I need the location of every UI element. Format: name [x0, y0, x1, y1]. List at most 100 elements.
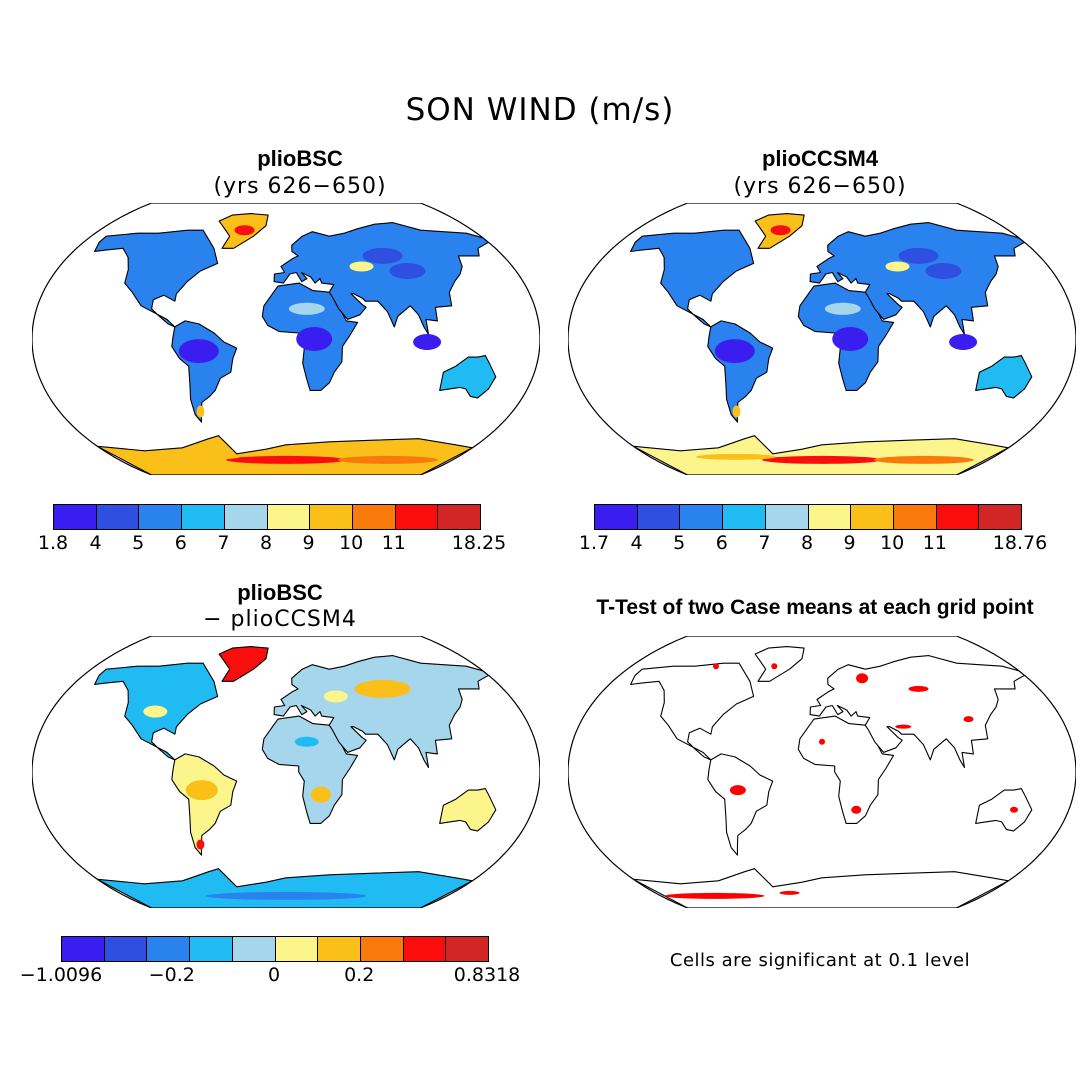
data-patch — [851, 805, 862, 814]
colorbar-cell — [267, 505, 311, 529]
data-patch — [680, 265, 709, 277]
colorbar-cell — [182, 505, 225, 529]
colorbar-cell — [438, 505, 481, 529]
data-patch — [138, 675, 167, 688]
panel3-title: plioBSC — [237, 580, 323, 605]
panel2-subtitle: (yrs 626−650) — [733, 174, 907, 199]
colorbar-tick-label: 18.76 — [992, 532, 1048, 554]
data-patch — [762, 455, 882, 464]
colorbar-cell — [893, 505, 937, 529]
data-patch — [178, 339, 219, 364]
colorbar-cell — [190, 937, 233, 961]
colorbar-tick-label: 8 — [800, 532, 814, 554]
continent-southAmerica — [707, 753, 774, 856]
data-patch — [770, 225, 791, 236]
data-patch — [196, 405, 205, 418]
data-patch — [771, 663, 778, 670]
data-patch — [963, 716, 974, 723]
data-patch — [354, 679, 411, 698]
data-patch — [664, 892, 765, 899]
data-patch — [349, 261, 374, 272]
colorbar-tick-label: 7 — [217, 532, 230, 554]
data-patch — [988, 369, 1013, 384]
colorbar-cell — [275, 937, 319, 961]
data-patch — [949, 334, 978, 351]
data-patch — [779, 890, 800, 895]
data-patch — [351, 886, 432, 893]
continent-northAmerica — [630, 229, 755, 328]
data-patch — [159, 453, 240, 460]
colorbar-cell — [395, 505, 439, 529]
colorbar-cell — [765, 505, 809, 529]
data-patch — [824, 302, 861, 315]
data-patch — [819, 738, 825, 745]
data-patch — [143, 705, 168, 718]
data-patch — [389, 263, 426, 279]
colorbar-cell — [680, 505, 724, 529]
data-patch — [695, 453, 776, 460]
colorbar-tick-label: 6 — [174, 532, 187, 554]
colorbar-cell — [54, 505, 97, 529]
data-patch — [294, 736, 319, 747]
colorbar-cell — [637, 505, 681, 529]
data-patch — [732, 405, 741, 418]
panel1-colorbar — [53, 504, 481, 530]
data-patch — [362, 247, 403, 264]
colorbar-tick-label: 1.8 — [37, 532, 69, 554]
significance-note: Cells are significant at 0.1 level — [669, 950, 971, 971]
colorbar-cell — [979, 505, 1022, 529]
colorbar-tick-label: 4 — [630, 532, 643, 554]
continent-greenland — [754, 646, 805, 682]
data-patch — [323, 690, 348, 703]
continent-antarctica — [96, 868, 474, 908]
colorbar-tick-label: 18.25 — [451, 532, 507, 554]
colorbar-tick-label: 8 — [259, 532, 273, 554]
data-patch — [729, 785, 746, 796]
data-patch — [185, 780, 218, 801]
continent-eurasia — [273, 655, 490, 769]
colorbar-cell — [936, 505, 980, 529]
colorbar-tick-label: 5 — [132, 532, 145, 554]
panel3-subtitle: − plioCCSM4 — [203, 607, 357, 632]
data-patch — [196, 839, 205, 850]
panel1-subtitle: (yrs 626−650) — [213, 174, 387, 199]
data-patch — [226, 455, 346, 464]
colorbar-tick-label: 0.8318 — [453, 964, 521, 986]
data-patch — [454, 803, 475, 816]
colorbar-tick-label: 11 — [381, 532, 406, 554]
data-patch — [712, 663, 719, 670]
data-patch — [229, 658, 250, 669]
colorbar-tick-label: −0.2 — [148, 964, 195, 986]
colorbar-cell — [96, 505, 140, 529]
colorbar-cell — [360, 937, 404, 961]
continent-southAmerica — [171, 753, 238, 856]
panel1-map — [32, 203, 540, 475]
data-patch — [413, 334, 442, 351]
data-patch — [288, 302, 325, 315]
continent-eurasia — [273, 222, 490, 336]
colorbar-cell — [851, 505, 894, 529]
continent-australia — [975, 788, 1033, 832]
colorbar-cell — [310, 505, 353, 529]
data-patch — [885, 261, 910, 272]
data-patch — [1009, 806, 1018, 813]
colorbar-cell — [62, 937, 105, 961]
colorbar-cell — [232, 937, 276, 961]
panel2-title: plioCCSM4 — [761, 146, 879, 171]
colorbar-cell — [403, 937, 447, 961]
continent-eurasia — [809, 655, 1026, 769]
continent-southAmerica — [171, 320, 238, 423]
colorbar-cell — [808, 505, 852, 529]
data-patch — [898, 247, 939, 264]
data-patch — [856, 673, 869, 684]
colorbar-cell — [147, 937, 191, 961]
data-patch — [895, 724, 912, 729]
continent-antarctica — [632, 435, 1010, 475]
colorbar-cell — [104, 937, 148, 961]
continent-antarctica — [632, 868, 1010, 908]
colorbar-cell — [595, 505, 638, 529]
colorbar-tick-label: 7 — [758, 532, 771, 554]
map-outline — [568, 636, 1076, 908]
map-outline — [32, 203, 540, 475]
colorbar-tick-label: 11 — [922, 532, 947, 554]
